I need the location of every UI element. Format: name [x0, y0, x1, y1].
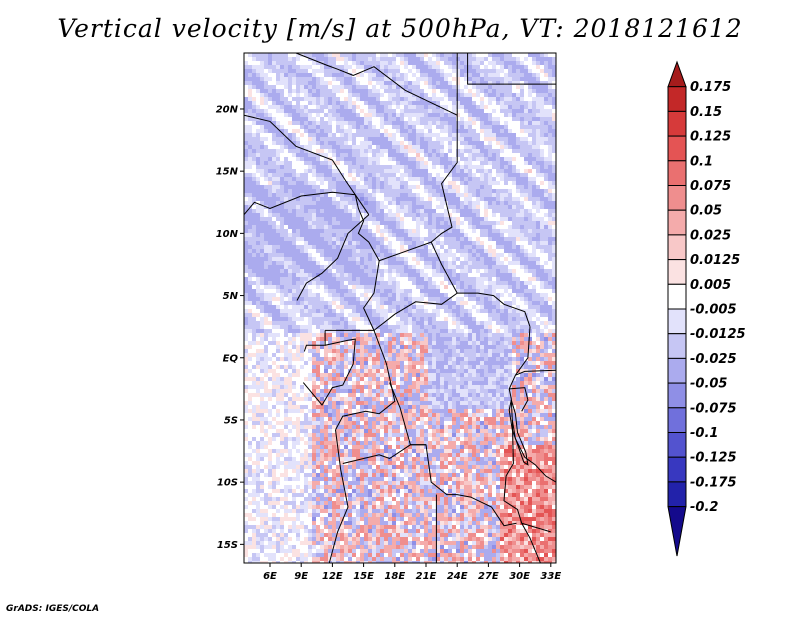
colorbar-segment [667, 86, 687, 112]
lon-tick-label: 21E [416, 571, 437, 582]
lat-tick-label: 15N [216, 167, 239, 178]
colorbar-label: 0.005 [690, 278, 731, 293]
lon-tick-label: 18E [384, 571, 405, 582]
colorbar-segment [667, 135, 687, 162]
colorbar-label: 0.1 [690, 154, 713, 169]
latitude-axis: 20N 15N 10N 5N EQ 5S 10S 15S [216, 104, 244, 551]
colorbar-label: -0.005 [690, 303, 737, 318]
colorbar-segment [667, 110, 687, 137]
lat-tick-label: 5N [223, 291, 239, 302]
lat-tick-label: 5S [224, 415, 238, 426]
colorbar-segment [667, 481, 687, 508]
map-frame [243, 52, 557, 564]
velocity-field [244, 53, 556, 563]
lon-tick-label: 6E [263, 571, 277, 582]
lon-tick-label: 33E [540, 571, 561, 582]
colorbar-segment [667, 209, 687, 236]
lat-tick-label: 15S [217, 540, 238, 551]
lat-tick-label: 10S [217, 478, 238, 489]
colorbar-label: 0.075 [690, 179, 731, 194]
colorbar-segment [667, 308, 687, 335]
colorbar-label: -0.1 [690, 426, 718, 441]
colorbar-label: 0.15 [690, 105, 722, 120]
colorbar-segment [667, 456, 687, 483]
colorbar-bottom-arrow [667, 506, 687, 557]
lon-tick-label: 24E [447, 571, 468, 582]
colorbar-label: -0.175 [690, 475, 737, 490]
lon-tick-label: 15E [353, 571, 374, 582]
colorbar-segment [667, 382, 687, 409]
colorbar-label: -0.125 [690, 451, 737, 466]
lat-tick-label: 10N [216, 229, 239, 240]
lon-tick-label: 30E [509, 571, 530, 582]
colorbar: 0.175 0.15 0.125 0.1 0.075 0.05 0.025 0.0125 0.0… [667, 60, 746, 557]
lon-tick-label: 9E [294, 571, 308, 582]
colorbar-segment [667, 333, 687, 359]
lon-tick-label: 27E [478, 571, 499, 582]
colorbar-label: 0.0125 [690, 253, 740, 268]
colorbar-label: 0.05 [690, 204, 722, 219]
longitude-axis: 6E 9E 12E 15E 18E 21E 24E 27E 30E 33E [263, 563, 561, 582]
lat-tick-label: 20N [216, 104, 239, 115]
colorbar-segment [667, 357, 687, 384]
colorbar-label: -0.05 [690, 377, 727, 392]
colorbar-segment [667, 160, 687, 187]
colorbar-segment [667, 283, 687, 310]
colorbar-label: 0.125 [690, 130, 731, 145]
country-borders [244, 53, 556, 563]
colorbar-segment [667, 432, 687, 458]
colorbar-label: -0.0125 [690, 327, 746, 342]
colorbar-top-arrow [667, 60, 687, 88]
map-title: Vertical velocity [m/s] at 500hPa, VT: 2… [57, 14, 743, 43]
colorbar-label: -0.2 [690, 500, 718, 515]
colorbar-label: -0.075 [690, 401, 737, 416]
colorbar-label: -0.025 [690, 352, 737, 367]
lon-tick-label: 12E [322, 571, 343, 582]
grads-credit: GrADS: IGES/COLA [6, 604, 100, 614]
colorbar-segment [667, 185, 687, 211]
colorbar-label: 0.025 [690, 228, 731, 243]
colorbar-segment [667, 407, 687, 433]
colorbar-label: 0.175 [690, 80, 731, 95]
colorbar-segment [667, 234, 687, 261]
lat-tick-label: EQ [223, 353, 239, 364]
colorbar-segment [667, 259, 687, 285]
